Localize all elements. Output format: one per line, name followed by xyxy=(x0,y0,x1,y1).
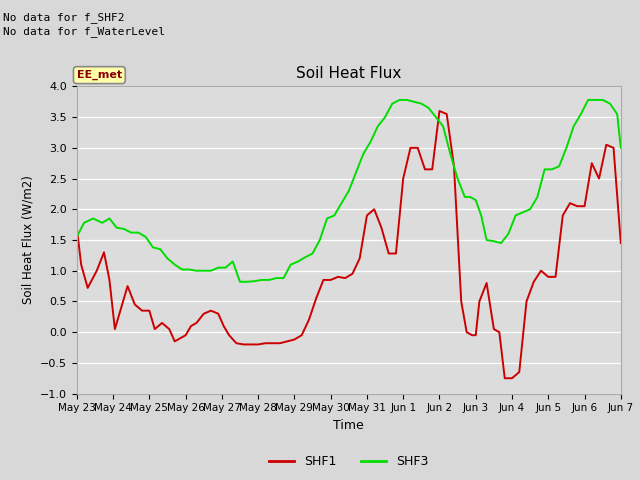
Title: Soil Heat Flux: Soil Heat Flux xyxy=(296,66,401,81)
Y-axis label: Soil Heat Flux (W/m2): Soil Heat Flux (W/m2) xyxy=(22,176,35,304)
X-axis label: Time: Time xyxy=(333,419,364,432)
Text: No data for f_SHF2: No data for f_SHF2 xyxy=(3,12,125,23)
Legend: SHF1, SHF3: SHF1, SHF3 xyxy=(264,450,434,473)
Text: EE_met: EE_met xyxy=(77,70,122,80)
Text: No data for f_WaterLevel: No data for f_WaterLevel xyxy=(3,26,165,37)
